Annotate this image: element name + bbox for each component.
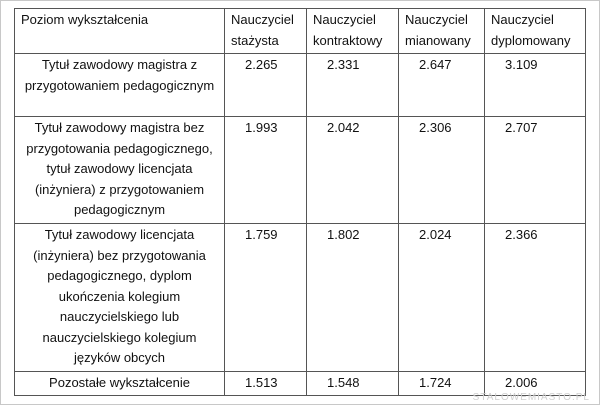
- salary-cell: 3.109: [484, 53, 586, 117]
- header-cell: Poziom wykształcenia: [14, 8, 225, 54]
- table-row: Tytuł zawodowy magistra bez przygotowani…: [14, 116, 586, 224]
- education-cell: Pozostałe wykształcenie: [14, 370, 225, 396]
- salary-cell: 2.006: [484, 370, 586, 396]
- salary-cell: 2.306: [398, 116, 485, 224]
- salary-cell: 2.265: [224, 53, 307, 117]
- education-cell: Tytuł zawodowy magistra z przygotowaniem…: [14, 53, 225, 117]
- salary-cell: 1.548: [306, 370, 399, 396]
- salary-cell: 1.724: [398, 370, 485, 396]
- table-row: Pozostałe wykształcenie 1.513 1.548 1.724 2.…: [14, 370, 586, 396]
- education-cell: Tytuł zawodowy magistra bez przygotowani…: [14, 116, 225, 224]
- header-cell: Nauczyciel kontraktowy: [306, 8, 399, 54]
- header-cell: Nauczyciel mianowany: [398, 8, 485, 54]
- salary-cell: 1.802: [306, 223, 399, 372]
- salary-cell: 2.042: [306, 116, 399, 224]
- salary-cell: 1.993: [224, 116, 307, 224]
- salary-cell: 1.513: [224, 370, 307, 396]
- watermark: STALOWEMIASTO.PL: [472, 392, 590, 403]
- header-row: Poziom wykształcenia Nauczyciel stażysta N…: [14, 8, 586, 54]
- salary-cell: 2.707: [484, 116, 586, 224]
- education-cell: Tytuł zawodowy licencjata (inżyniera) be…: [14, 223, 225, 372]
- table-body: Poziom wykształcenia Nauczyciel stażysta N…: [14, 8, 586, 396]
- salary-cell: 2.647: [398, 53, 485, 117]
- table-row: Tytuł zawodowy licencjata (inżyniera) be…: [14, 223, 586, 372]
- table-row: Tytuł zawodowy magistra z przygotowaniem…: [14, 53, 586, 117]
- salary-cell: 2.331: [306, 53, 399, 117]
- salary-table: Poziom wykształcenia Nauczyciel stażysta N…: [14, 8, 586, 396]
- header-cell: Nauczyciel dyplomowany: [484, 8, 586, 54]
- salary-cell: 2.366: [484, 223, 586, 372]
- salary-cell: 2.024: [398, 223, 485, 372]
- salary-cell: 1.759: [224, 223, 307, 372]
- header-cell: Nauczyciel stażysta: [224, 8, 307, 54]
